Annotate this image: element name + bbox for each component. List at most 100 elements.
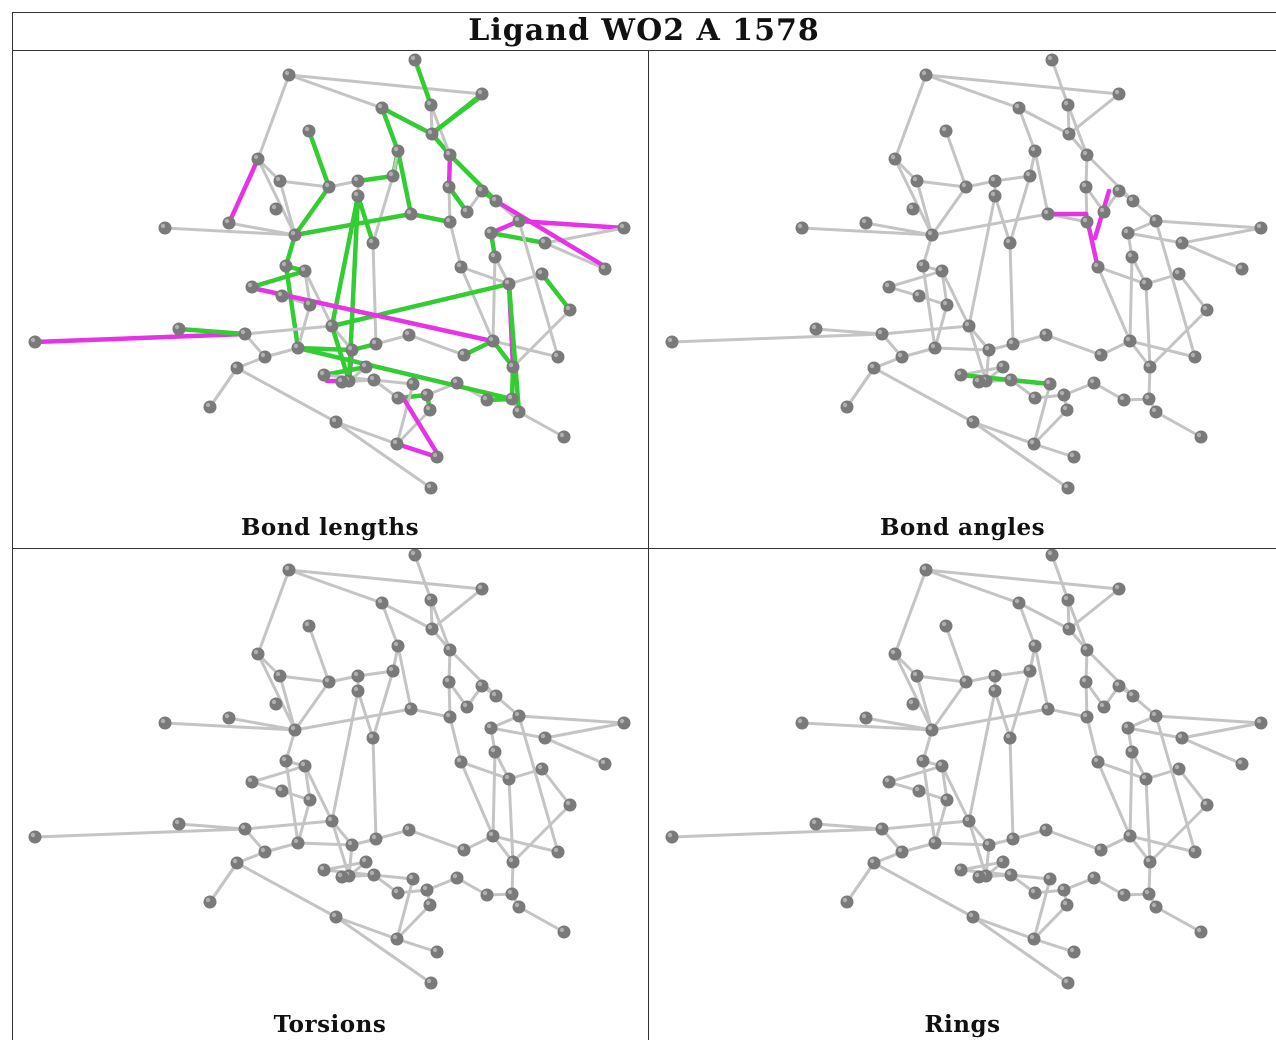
atom-highlight (488, 336, 494, 342)
atom (988, 669, 1002, 683)
atom-highlight (331, 417, 337, 423)
bond (491, 750, 497, 838)
atom-highlight (324, 182, 330, 188)
atom (1097, 205, 1111, 219)
atom-highlight (1145, 362, 1151, 368)
atom (617, 716, 631, 730)
caption-bond-lengths: Bond lengths (240, 514, 420, 541)
bond (1128, 255, 1134, 343)
molecule-view-bond-angles (665, 53, 1268, 495)
atom (1045, 549, 1059, 562)
atom (1175, 236, 1189, 250)
atom-highlight (1125, 831, 1131, 837)
bond (1017, 106, 1071, 136)
bond (227, 716, 297, 732)
atom (919, 563, 933, 577)
atom (1028, 144, 1042, 158)
atom (940, 793, 954, 807)
atom-highlight (271, 204, 277, 210)
bond (1033, 644, 1050, 711)
bond (1032, 442, 1076, 459)
bond (163, 226, 297, 237)
atom (1235, 262, 1249, 276)
atom-highlight (1119, 890, 1125, 896)
atom (424, 593, 438, 607)
bond (1180, 736, 1244, 766)
atom (1094, 843, 1108, 857)
atom (1060, 403, 1074, 417)
atom-highlight (486, 228, 492, 234)
atom-highlight (600, 759, 606, 765)
atom-highlight (974, 872, 980, 878)
atom (895, 845, 909, 859)
bond (1154, 714, 1263, 725)
atom-highlight (1006, 375, 1012, 381)
atom-highlight (941, 126, 947, 132)
atom-highlight (1059, 390, 1065, 396)
bond (1017, 601, 1071, 631)
atom (369, 337, 383, 351)
atom-highlight (347, 840, 353, 846)
atom-highlight (392, 439, 398, 445)
atom-highlight (1064, 624, 1070, 630)
atom-highlight (393, 146, 399, 152)
atom-highlight (942, 795, 948, 801)
bond (296, 303, 312, 350)
atom (1254, 716, 1268, 730)
atom-highlight (1190, 352, 1196, 358)
atom-highlight (1082, 645, 1088, 651)
atom-highlight (324, 677, 330, 683)
atom-highlight (327, 321, 333, 327)
bond (371, 736, 378, 841)
atom-highlight (1096, 845, 1102, 851)
atom-highlight (1096, 350, 1102, 356)
atom (512, 405, 526, 419)
bond-severe-outlier (32, 331, 248, 345)
atom (1188, 350, 1202, 364)
atom (882, 280, 896, 294)
atom-highlight (1030, 888, 1036, 894)
bond (1148, 308, 1209, 369)
atom (1087, 871, 1101, 885)
atom-highlight (240, 824, 246, 830)
bond (1017, 106, 1037, 153)
atom-highlight (890, 649, 896, 655)
atom (895, 350, 909, 364)
atom-highlight (353, 671, 359, 677)
atom (475, 679, 489, 693)
bond-outlier (329, 323, 352, 384)
atom (1041, 702, 1055, 716)
bond (971, 915, 1070, 985)
atom-highlight (293, 838, 299, 844)
atom-highlight (271, 699, 277, 705)
atom (273, 669, 287, 683)
atom (203, 400, 217, 414)
bond (330, 689, 360, 823)
bond (459, 760, 495, 838)
atom (442, 675, 456, 689)
bond (459, 265, 495, 343)
atom-highlight (331, 912, 337, 918)
bond (543, 736, 607, 766)
atom-highlight (425, 405, 431, 411)
atom-highlight (619, 223, 625, 229)
atom-highlight (477, 89, 483, 95)
atom (480, 393, 494, 407)
atom-highlight (432, 947, 438, 953)
bond (1096, 760, 1132, 838)
atom-highlight (619, 718, 625, 724)
atom (962, 814, 976, 828)
bond (940, 269, 971, 328)
atom (1172, 267, 1186, 281)
atom-highlight (1144, 889, 1150, 895)
atom (1043, 377, 1057, 391)
atom (1123, 829, 1137, 843)
atom-highlight (284, 70, 290, 76)
bond (491, 339, 560, 359)
atom (391, 886, 405, 900)
atom-highlight (427, 129, 433, 135)
bond (924, 568, 1021, 605)
atom-highlight (1081, 677, 1087, 683)
atom-highlight (406, 704, 412, 710)
bond (395, 903, 432, 941)
